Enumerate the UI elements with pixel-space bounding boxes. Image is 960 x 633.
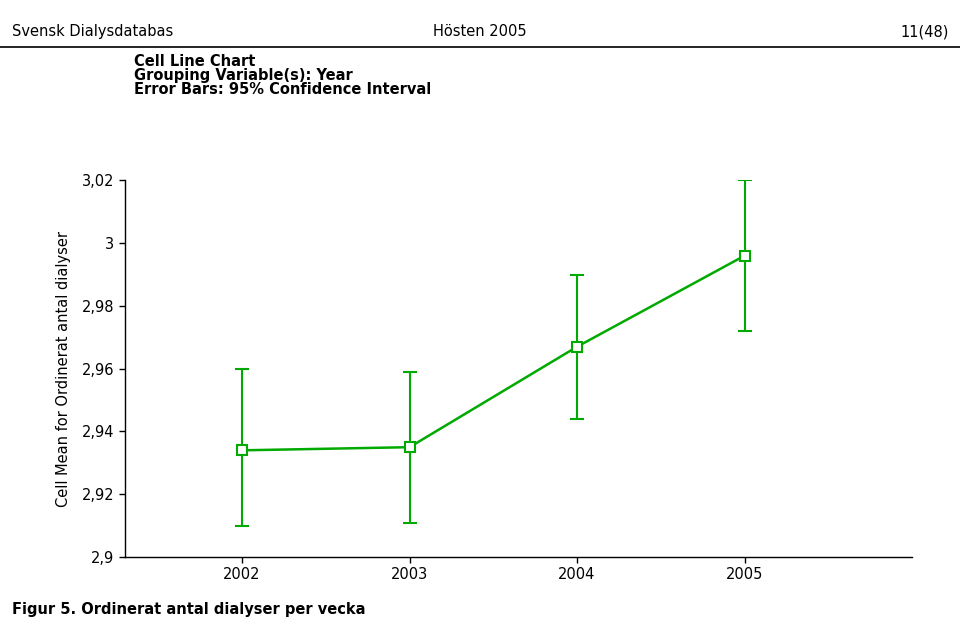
Text: Cell Line Chart: Cell Line Chart: [134, 54, 255, 69]
Text: Grouping Variable(s): Year: Grouping Variable(s): Year: [134, 68, 353, 83]
Y-axis label: Cell Mean for Ordinerat antal dialyser: Cell Mean for Ordinerat antal dialyser: [56, 230, 71, 507]
Text: 11(48): 11(48): [900, 24, 948, 39]
Text: Hösten 2005: Hösten 2005: [433, 24, 527, 39]
Text: Figur 5. Ordinerat antal dialyser per vecka: Figur 5. Ordinerat antal dialyser per ve…: [12, 602, 365, 617]
Text: Svensk Dialysdatabas: Svensk Dialysdatabas: [12, 24, 173, 39]
Text: Error Bars: 95% Confidence Interval: Error Bars: 95% Confidence Interval: [134, 82, 432, 97]
